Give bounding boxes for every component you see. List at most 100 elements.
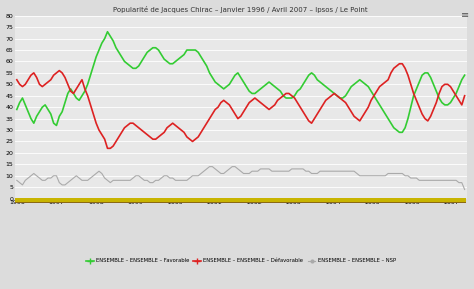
Bar	[211, 198, 214, 203]
Bar	[435, 202, 438, 203]
Bar	[347, 202, 350, 203]
Bar	[392, 202, 395, 203]
Bar	[262, 198, 265, 203]
Bar	[367, 202, 370, 203]
Bar	[182, 198, 186, 203]
Bar	[194, 202, 197, 203]
Bar	[412, 198, 415, 203]
Bar	[185, 198, 189, 203]
Bar	[234, 198, 237, 203]
Bar	[154, 202, 157, 203]
Bar	[426, 198, 429, 203]
Bar	[319, 198, 322, 203]
Bar	[313, 198, 316, 203]
Bar	[188, 198, 191, 203]
Bar	[75, 202, 78, 203]
Bar	[214, 198, 217, 203]
Bar	[299, 202, 302, 203]
Bar	[163, 202, 166, 203]
Bar	[378, 202, 381, 203]
Bar	[160, 198, 163, 203]
Bar	[463, 198, 466, 203]
Bar	[406, 202, 410, 203]
Bar	[259, 202, 262, 203]
Bar	[157, 198, 160, 203]
Bar	[197, 202, 200, 203]
Bar	[279, 202, 282, 203]
Bar	[293, 202, 296, 203]
Bar	[398, 198, 401, 203]
Bar	[228, 202, 231, 203]
Bar	[100, 198, 103, 203]
Bar	[316, 202, 319, 203]
Bar	[131, 202, 135, 203]
Bar	[282, 198, 285, 203]
Bar	[324, 202, 328, 203]
Bar	[83, 198, 86, 203]
Bar	[409, 202, 412, 203]
Bar	[81, 198, 83, 203]
Bar	[415, 202, 418, 203]
Bar	[185, 202, 189, 203]
Bar	[24, 198, 27, 203]
Bar	[143, 202, 146, 203]
Bar	[120, 202, 123, 203]
Bar	[418, 198, 421, 203]
Bar	[276, 202, 279, 203]
Bar	[279, 198, 282, 203]
Bar	[412, 202, 415, 203]
Bar	[264, 198, 268, 203]
Bar	[245, 198, 248, 203]
Bar	[296, 198, 299, 203]
Bar	[95, 202, 98, 203]
Bar	[259, 198, 262, 203]
Bar	[86, 202, 89, 203]
Bar	[140, 202, 143, 203]
Text: ≡: ≡	[461, 10, 469, 20]
Bar	[299, 198, 302, 203]
Bar	[395, 198, 398, 203]
Bar	[117, 198, 120, 203]
Bar	[44, 198, 47, 203]
Bar	[403, 198, 407, 203]
Bar	[208, 198, 211, 203]
Bar	[89, 198, 92, 203]
Bar	[353, 198, 356, 203]
Bar	[253, 198, 256, 203]
Bar	[117, 202, 120, 203]
Bar	[202, 198, 205, 203]
Bar	[64, 202, 66, 203]
Bar	[327, 198, 330, 203]
Bar	[49, 198, 53, 203]
Bar	[341, 202, 344, 203]
Bar	[316, 198, 319, 203]
Bar	[98, 198, 100, 203]
Bar	[103, 198, 106, 203]
Bar	[15, 198, 18, 203]
Bar	[205, 202, 208, 203]
Bar	[341, 198, 344, 203]
Bar	[438, 198, 441, 203]
Bar	[137, 202, 140, 203]
Bar	[449, 202, 452, 203]
Bar	[234, 202, 237, 203]
Bar	[46, 198, 50, 203]
Bar	[32, 198, 36, 203]
Bar	[18, 202, 21, 203]
Bar	[114, 202, 118, 203]
Bar	[83, 202, 86, 203]
Bar	[284, 198, 288, 203]
Bar	[336, 202, 338, 203]
Bar	[165, 202, 169, 203]
Bar	[205, 198, 208, 203]
Bar	[61, 198, 64, 203]
Bar	[392, 198, 395, 203]
Bar	[438, 202, 441, 203]
Bar	[256, 202, 259, 203]
Bar	[44, 202, 47, 203]
Bar	[134, 202, 137, 203]
Bar	[290, 198, 293, 203]
Legend: ENSEMBLE – ENSEMBLE – Favorable, ENSEMBLE – ENSEMBLE – Défavorable, ENSEMBLE – E: ENSEMBLE – ENSEMBLE – Favorable, ENSEMBL…	[83, 256, 398, 266]
Bar	[250, 202, 254, 203]
Bar	[35, 202, 38, 203]
